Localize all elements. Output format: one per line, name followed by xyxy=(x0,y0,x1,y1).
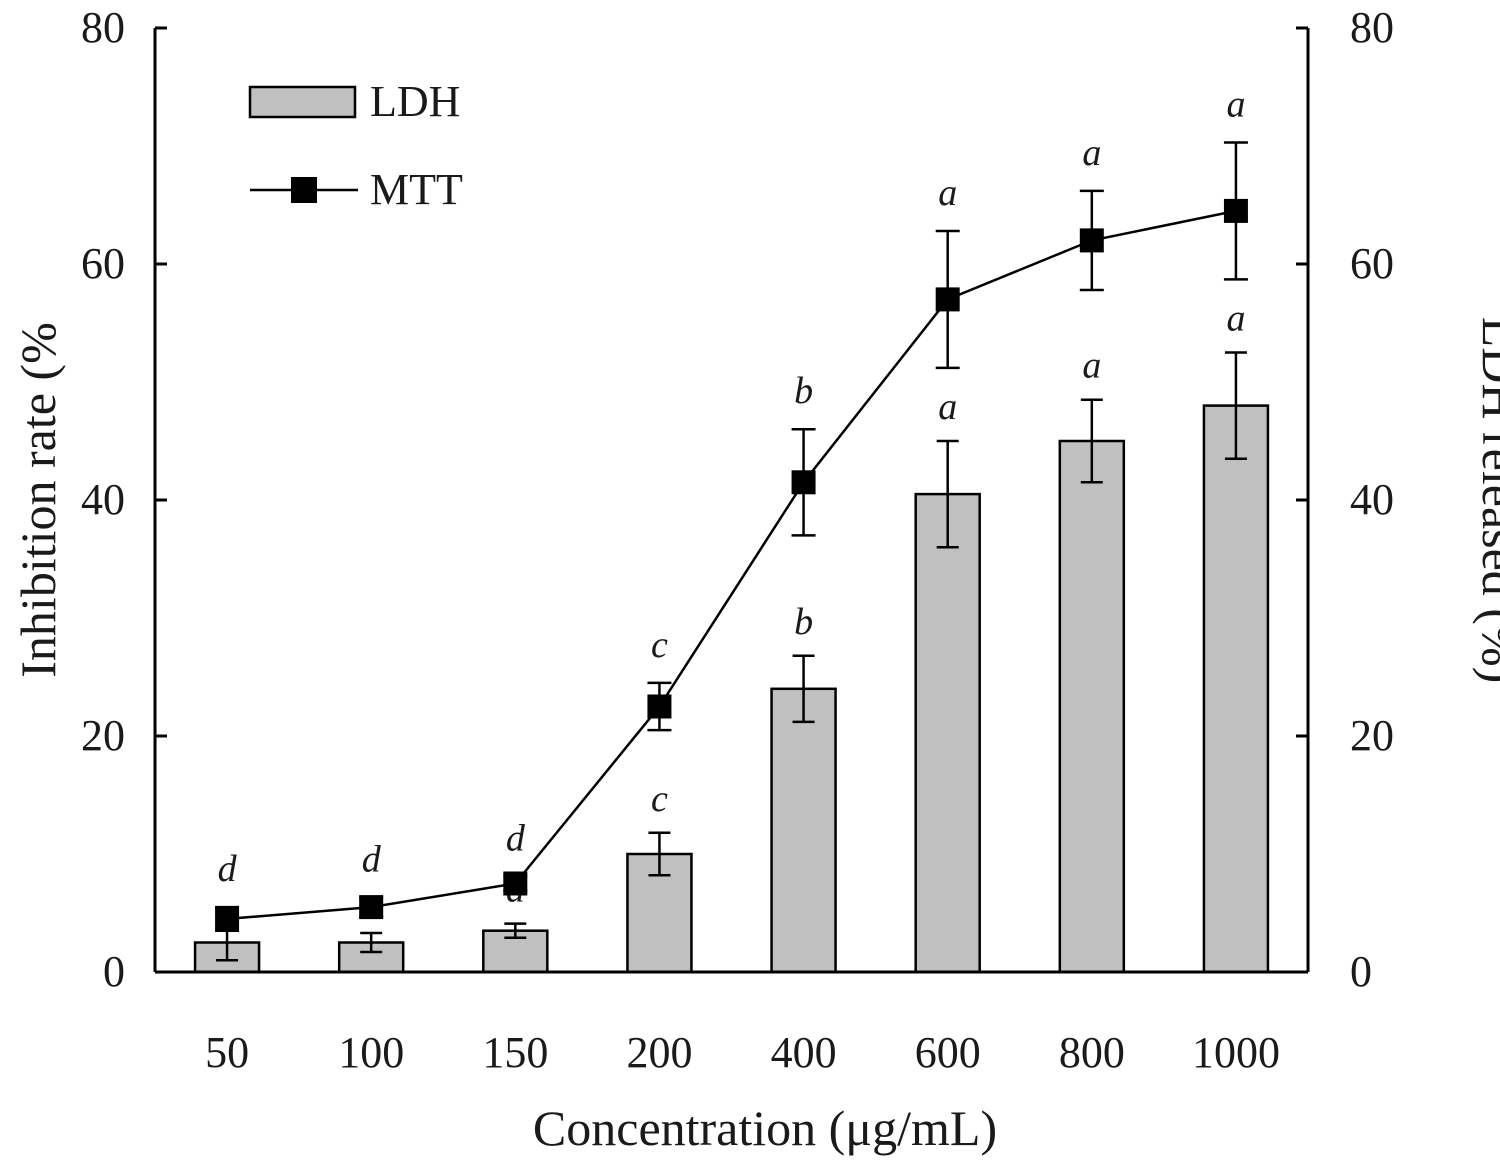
legend-mtt-marker xyxy=(291,177,317,203)
left-y-tick-label: 80 xyxy=(81,3,125,52)
left-y-tick-label: 60 xyxy=(81,239,125,288)
x-tick-label: 600 xyxy=(915,1028,981,1077)
ldh-bar xyxy=(770,687,837,974)
left-y-axis-title: Inhibition rate (% xyxy=(10,322,66,677)
right-y-tick-label: 80 xyxy=(1350,3,1394,52)
right-y-tick-label: 20 xyxy=(1350,711,1394,760)
mtt-significance-label: d xyxy=(218,848,238,890)
mtt-point xyxy=(791,470,816,495)
x-tick-label: 100 xyxy=(338,1028,404,1077)
mtt-point xyxy=(215,906,240,931)
x-tick-label: 200 xyxy=(626,1028,692,1077)
mtt-significance-label: a xyxy=(1082,132,1101,174)
mtt-significance-label: c xyxy=(651,624,668,666)
mtt-point xyxy=(935,287,960,312)
x-axis-title: Concentration (μg/mL) xyxy=(533,1100,997,1156)
right-y-axis-title: LDH released (%) xyxy=(1472,317,1500,683)
mtt-point xyxy=(503,871,528,896)
ldh-bar xyxy=(1058,439,1126,974)
ldh-significance-label: a xyxy=(938,386,957,428)
x-tick-labels: 50 100 150 200 400 600 800 1000 xyxy=(205,1028,1280,1077)
legend: LDH MTT xyxy=(248,77,463,214)
mtt-significance-label: a xyxy=(1226,83,1245,125)
left-y-tick-label: 40 xyxy=(81,475,125,524)
ldh-bar xyxy=(914,492,981,974)
mtt-line xyxy=(226,209,1237,921)
left-y-tick-label: 20 xyxy=(81,711,125,760)
left-y-ticks: 0 20 40 60 80 xyxy=(81,3,167,996)
mtt-significance-label: d xyxy=(362,839,382,881)
legend-ldh-swatch xyxy=(248,85,357,119)
x-tick-label: 800 xyxy=(1059,1028,1125,1077)
right-y-tick-label: 60 xyxy=(1350,239,1394,288)
right-y-tick-label: 40 xyxy=(1350,475,1394,524)
x-tick-label: 150 xyxy=(482,1028,548,1077)
mtt-point xyxy=(1223,198,1248,223)
ldh-significance-label: a xyxy=(1226,298,1245,340)
legend-mtt-label: MTT xyxy=(370,165,463,214)
right-y-ticks: 0 20 40 60 80 xyxy=(1296,3,1394,996)
ldh-bar xyxy=(1202,404,1270,974)
mtt-point xyxy=(1079,228,1104,253)
x-tick-label: 400 xyxy=(771,1028,837,1077)
x-tick-label: 50 xyxy=(205,1028,249,1077)
left-y-tick-label: 0 xyxy=(103,947,125,996)
mtt-point xyxy=(647,694,672,719)
legend-ldh-label: LDH xyxy=(370,77,460,126)
mtt-significance-label: b xyxy=(794,370,813,412)
mtt-point xyxy=(359,895,384,920)
ldh-significance-label: c xyxy=(651,778,668,820)
mtt-significance-label: a xyxy=(938,172,957,214)
x-tick-label: 1000 xyxy=(1192,1028,1280,1077)
ldh-significance-label: a xyxy=(1082,345,1101,387)
plot-area: dcbaaadddcbaaa xyxy=(193,83,1270,974)
mtt-significance-label: d xyxy=(506,817,526,859)
ldh-significance-label: b xyxy=(794,601,813,643)
right-y-tick-label: 0 xyxy=(1350,947,1372,996)
